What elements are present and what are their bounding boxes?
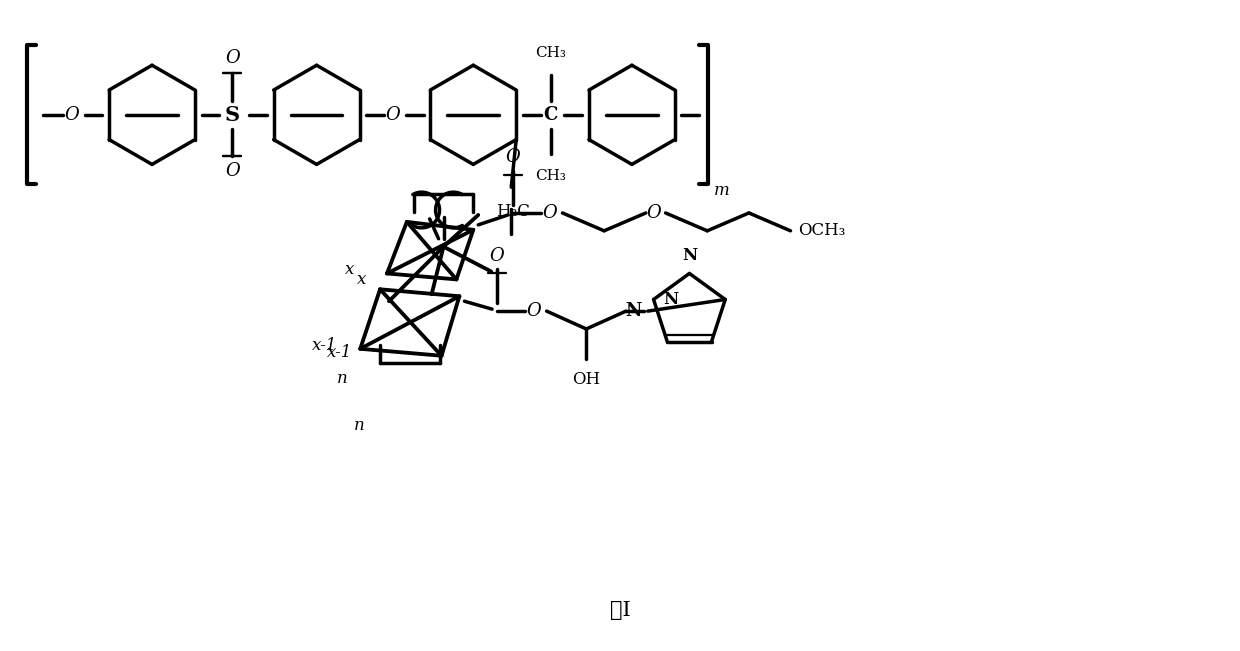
Text: n: n <box>336 370 347 387</box>
Text: O: O <box>224 49 239 67</box>
Text: m: m <box>714 182 730 199</box>
Text: x-1: x-1 <box>312 337 337 354</box>
Text: O: O <box>526 302 541 320</box>
Text: O: O <box>490 247 505 264</box>
Text: OH: OH <box>572 370 600 387</box>
Text: N: N <box>626 302 642 320</box>
Text: 式I: 式I <box>610 601 630 620</box>
Text: S: S <box>224 105 239 125</box>
Text: x: x <box>357 271 366 288</box>
Text: O: O <box>542 204 557 222</box>
Text: O: O <box>386 106 401 124</box>
Text: OCH₃: OCH₃ <box>799 222 846 240</box>
Text: O: O <box>506 148 521 167</box>
Text: O: O <box>646 204 661 222</box>
Text: CH₃: CH₃ <box>536 46 565 61</box>
Text: x: x <box>345 261 355 278</box>
Text: O: O <box>224 162 239 180</box>
Text: CH₃: CH₃ <box>536 169 565 184</box>
Text: N: N <box>682 247 697 264</box>
Text: O: O <box>64 106 79 124</box>
Text: C: C <box>543 106 558 124</box>
Text: N: N <box>663 291 678 308</box>
Text: n: n <box>353 417 365 434</box>
Text: x-1: x-1 <box>327 344 352 361</box>
Text: H₂C: H₂C <box>496 203 531 220</box>
